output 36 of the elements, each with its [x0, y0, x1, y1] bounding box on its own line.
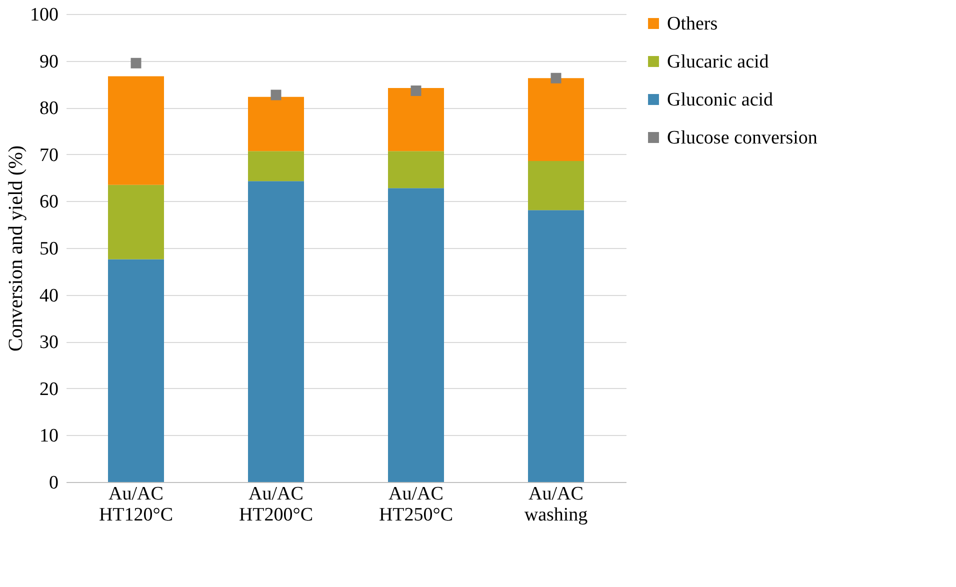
bar	[388, 151, 444, 188]
y-tick-label: 50	[40, 238, 58, 260]
y-tick-label: 20	[40, 378, 58, 400]
point	[270, 90, 282, 100]
x-tick-label: Au/AC HT250°C	[378, 484, 454, 526]
bar	[528, 210, 584, 482]
y-tick-label: 0	[49, 472, 58, 494]
bar	[388, 188, 444, 482]
x-tick-label: Au/AC washing	[524, 484, 588, 526]
y-tick-label: 60	[40, 192, 58, 213]
bar	[108, 76, 164, 185]
bar	[248, 96, 304, 152]
legend-label: Glucaric acid	[667, 52, 770, 72]
legend-label: Others	[667, 14, 718, 34]
y-tick-label: 80	[40, 98, 58, 120]
y-tick-label: 90	[40, 51, 58, 72]
legend-label: Gluconic acid	[667, 90, 774, 110]
bar	[108, 184, 164, 260]
y-tick-label: 100	[30, 4, 58, 26]
y-tick-label: 30	[40, 332, 58, 354]
y-tick-label: 40	[40, 285, 58, 306]
legend-label: Glucose conversion	[667, 128, 818, 148]
x-tick-label: Au/AC HT120°C	[98, 484, 174, 526]
bar	[108, 259, 164, 482]
y-tick-label: 70	[40, 144, 58, 166]
x-tick-label: Au/AC HT200°C	[238, 484, 314, 526]
bar	[248, 181, 304, 482]
bar	[248, 151, 304, 182]
point	[550, 72, 562, 84]
point	[410, 86, 422, 96]
bar	[388, 88, 444, 152]
y-axis-title: Conversion and yield (%)	[5, 145, 27, 352]
bar	[528, 160, 584, 210]
y-tick-label: 10	[40, 426, 58, 447]
bar	[528, 78, 584, 161]
point	[130, 58, 142, 68]
